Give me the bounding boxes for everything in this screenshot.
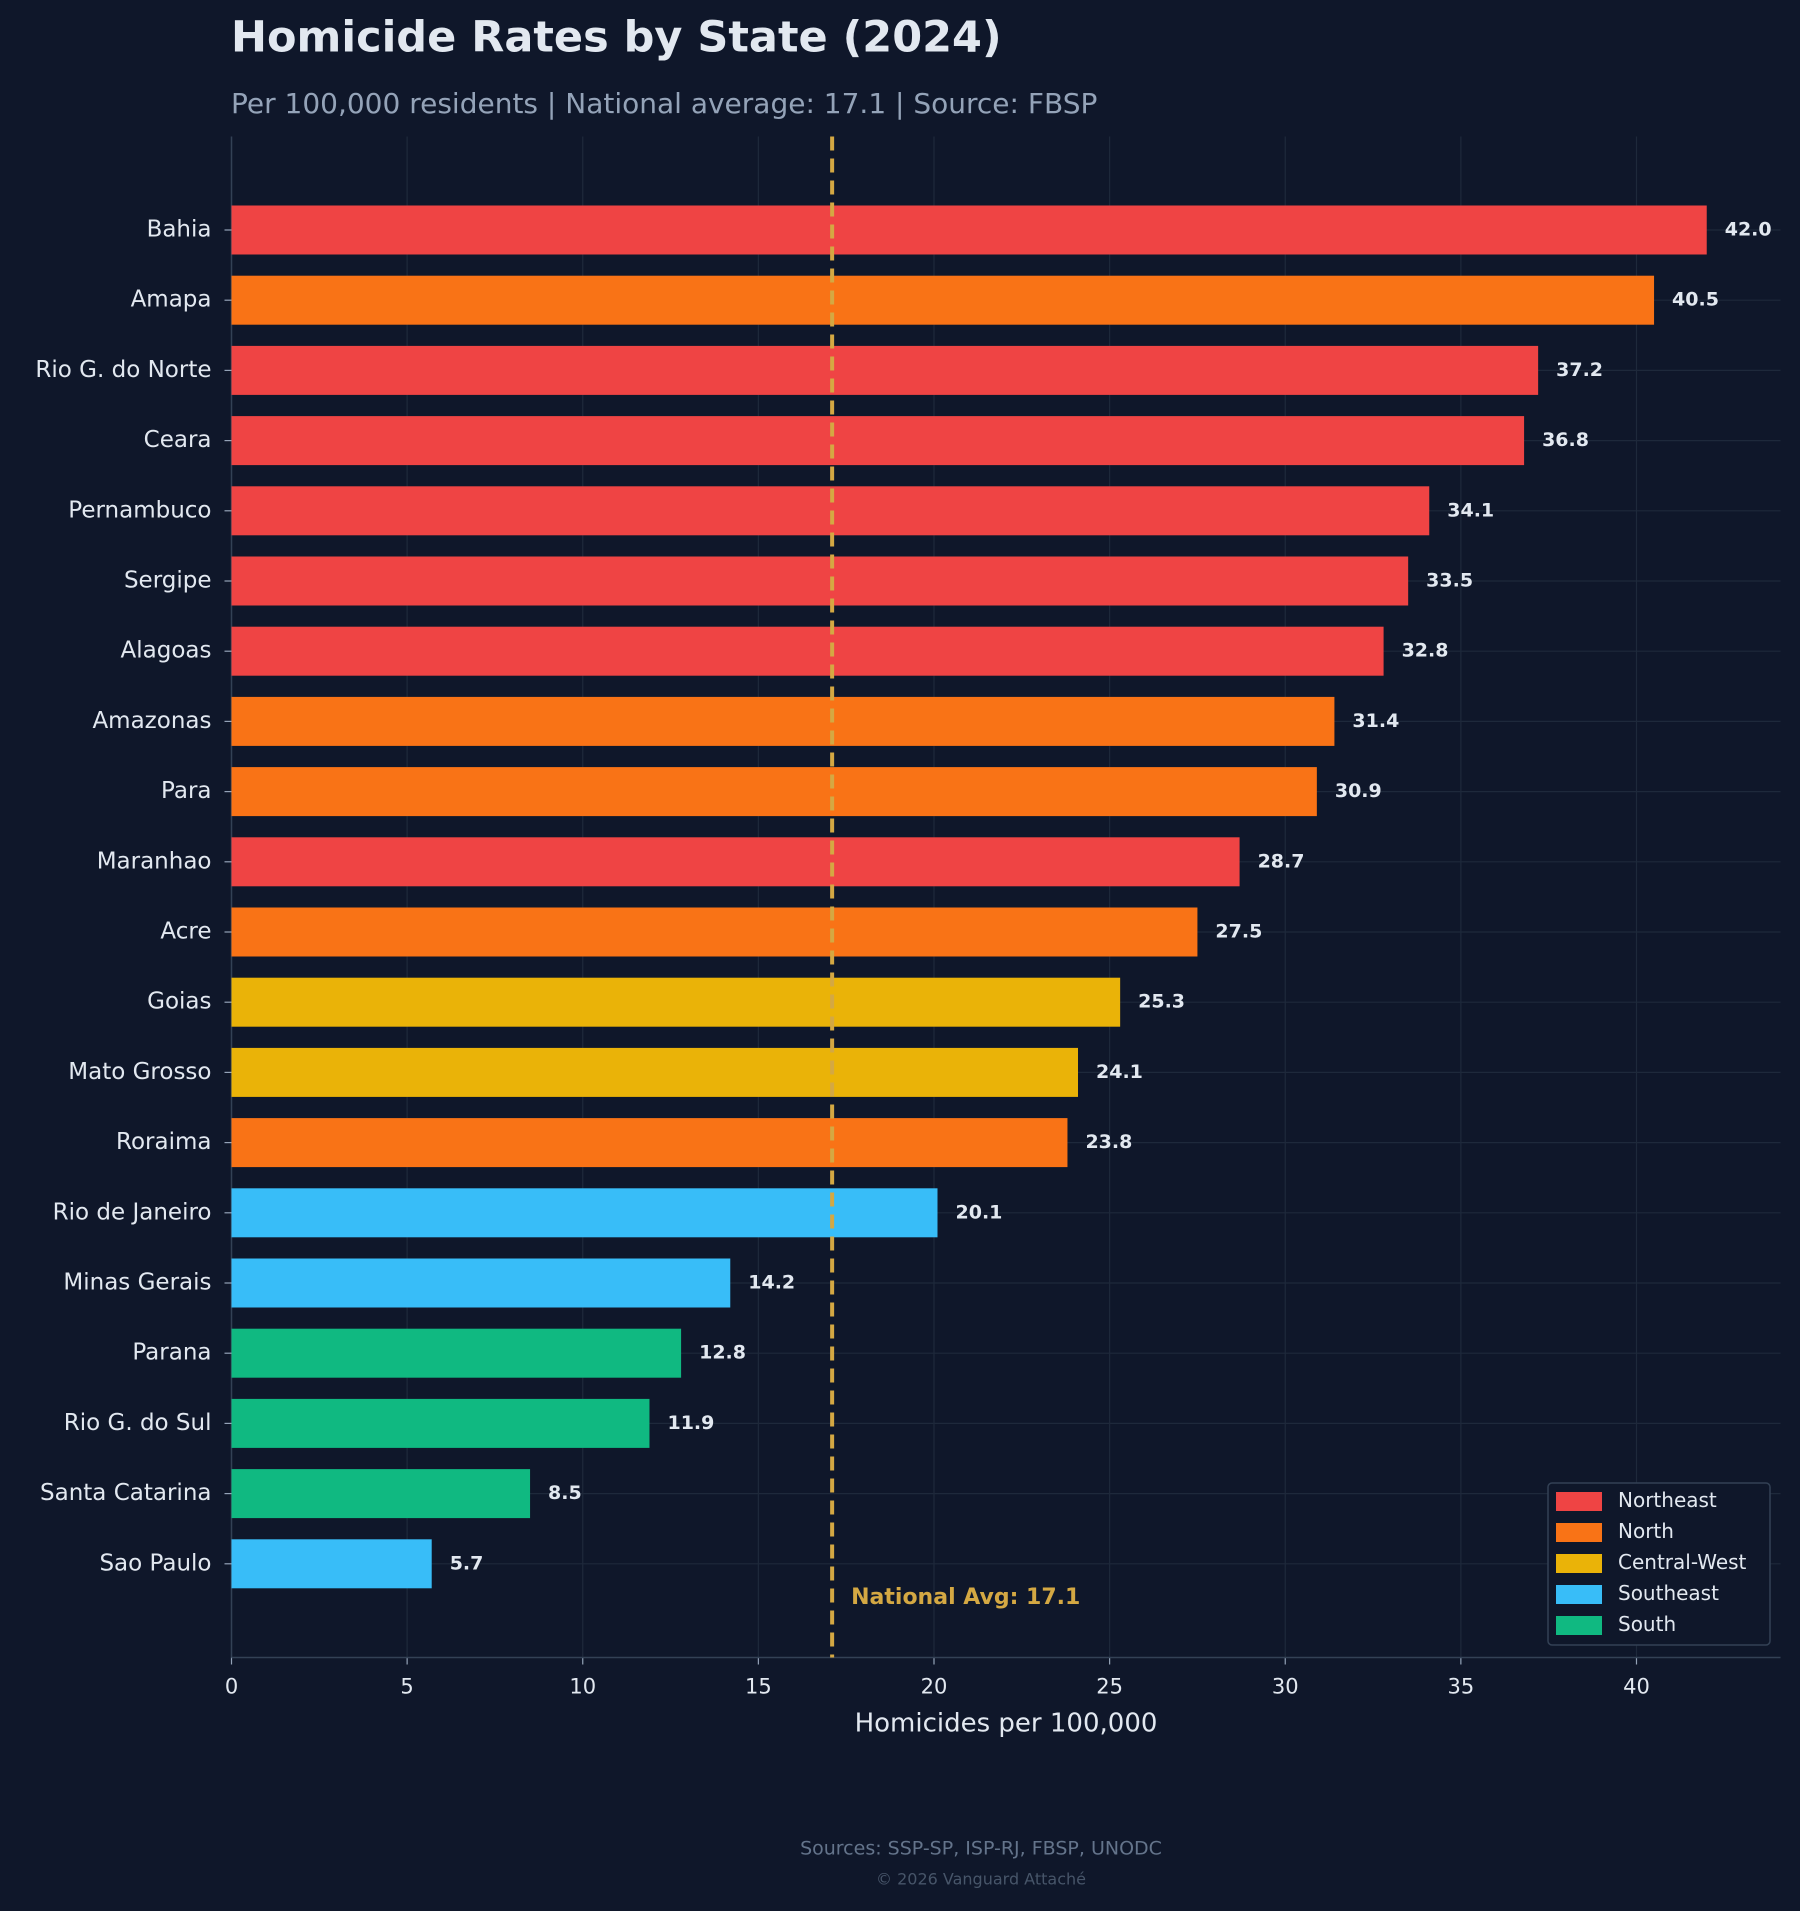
value-label: 40.5 [1672,289,1719,311]
bar [231,1539,432,1589]
value-label: 32.8 [1402,640,1449,662]
x-tick-label: 35 [1447,1675,1474,1699]
y-tick-label: Amapa [131,287,212,313]
y-tick-label: Para [161,778,211,804]
bar [231,556,1409,606]
value-label: 12.8 [699,1342,746,1364]
x-tick-label: 20 [921,1675,948,1699]
y-tick-label: Santa Catarina [40,1480,211,1506]
y-tick-label: Rio G. do Norte [35,357,211,383]
value-label: 5.7 [450,1552,484,1574]
value-label: 34.1 [1447,499,1494,521]
bar [231,205,1707,255]
x-tick-label: 30 [1272,1675,1299,1699]
y-tick-label: Rio G. do Sul [64,1410,212,1436]
bar [231,977,1121,1027]
y-tick-label: Sergipe [124,568,212,594]
footer-sources: Sources: SSP-SP, ISP-RJ, FBSP, UNODC [800,1838,1162,1860]
x-tick-label: 40 [1623,1675,1650,1699]
chart-subtitle: Per 100,000 residents | National average… [231,87,1097,120]
bar [231,1469,531,1519]
bar [231,626,1384,676]
value-label: 20.1 [956,1201,1003,1223]
value-label: 36.8 [1542,429,1589,451]
bar [231,275,1655,325]
bar [231,1398,650,1448]
y-tick-label: Maranhao [97,848,212,874]
value-label: 28.7 [1258,850,1305,872]
value-label: 42.0 [1725,219,1772,241]
y-tick-label: Roraima [116,1129,211,1155]
legend-swatch [1556,1585,1602,1604]
legend-swatch [1556,1523,1602,1542]
value-label: 30.9 [1335,780,1382,802]
bar [231,345,1539,395]
x-tick-label: 5 [400,1675,413,1699]
legend-box [1547,1482,1771,1646]
legend-label: Southeast [1618,1581,1719,1605]
bar [231,1118,1068,1168]
legend-swatch [1556,1554,1602,1573]
legend-label: South [1618,1612,1676,1636]
bar [231,907,1198,957]
x-axis-label: Homicides per 100,000 [855,1709,1158,1739]
y-tick-label: Goias [147,989,211,1015]
legend-label: Northeast [1618,1488,1717,1512]
y-tick-label: Sao Paulo [99,1550,211,1576]
footer-copyright: © 2026 Vanguard Attaché [876,1870,1086,1889]
legend-swatch [1556,1492,1602,1511]
y-tick-label: Rio de Janeiro [53,1199,212,1225]
value-label: 33.5 [1426,570,1473,592]
value-label: 11.9 [667,1412,714,1434]
bar [231,837,1240,887]
value-label: 23.8 [1085,1131,1132,1153]
value-label: 24.1 [1096,1061,1143,1083]
y-tick-label: Bahia [147,217,212,243]
value-label: 27.5 [1215,921,1262,943]
bar [231,1258,731,1308]
legend-label: Central-West [1618,1550,1747,1574]
bar [231,416,1525,466]
value-label: 31.4 [1352,710,1399,732]
x-tick-label: 15 [745,1675,772,1699]
y-tick-label: Alagoas [121,638,212,664]
value-label: 14.2 [748,1272,795,1294]
bar [231,767,1317,817]
bar [231,1188,938,1238]
bar [231,1328,682,1378]
reference-label: National Avg: 17.1 [851,1585,1080,1610]
value-label: 25.3 [1138,991,1185,1013]
legend-swatch [1556,1616,1602,1635]
bar [231,1047,1079,1097]
y-tick-label: Mato Grosso [68,1059,211,1085]
y-tick-label: Ceara [144,427,212,453]
x-tick-label: 25 [1096,1675,1123,1699]
y-tick-label: Pernambuco [68,497,211,523]
x-tick-label: 0 [225,1675,238,1699]
y-tick-label: Parana [132,1340,211,1366]
value-label: 8.5 [548,1482,582,1504]
bar [231,696,1335,746]
chart-title: Homicide Rates by State (2024) [231,13,1002,63]
y-tick-label: Minas Gerais [63,1270,211,1296]
legend-label: North [1618,1519,1674,1543]
x-tick-label: 10 [569,1675,596,1699]
y-tick-label: Acre [160,919,211,945]
y-tick-label: Amazonas [92,708,211,734]
value-label: 37.2 [1556,359,1603,381]
